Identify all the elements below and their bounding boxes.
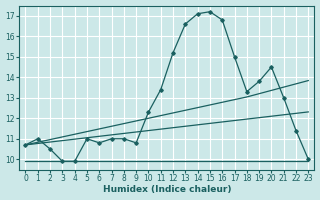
X-axis label: Humidex (Indice chaleur): Humidex (Indice chaleur): [103, 185, 231, 194]
